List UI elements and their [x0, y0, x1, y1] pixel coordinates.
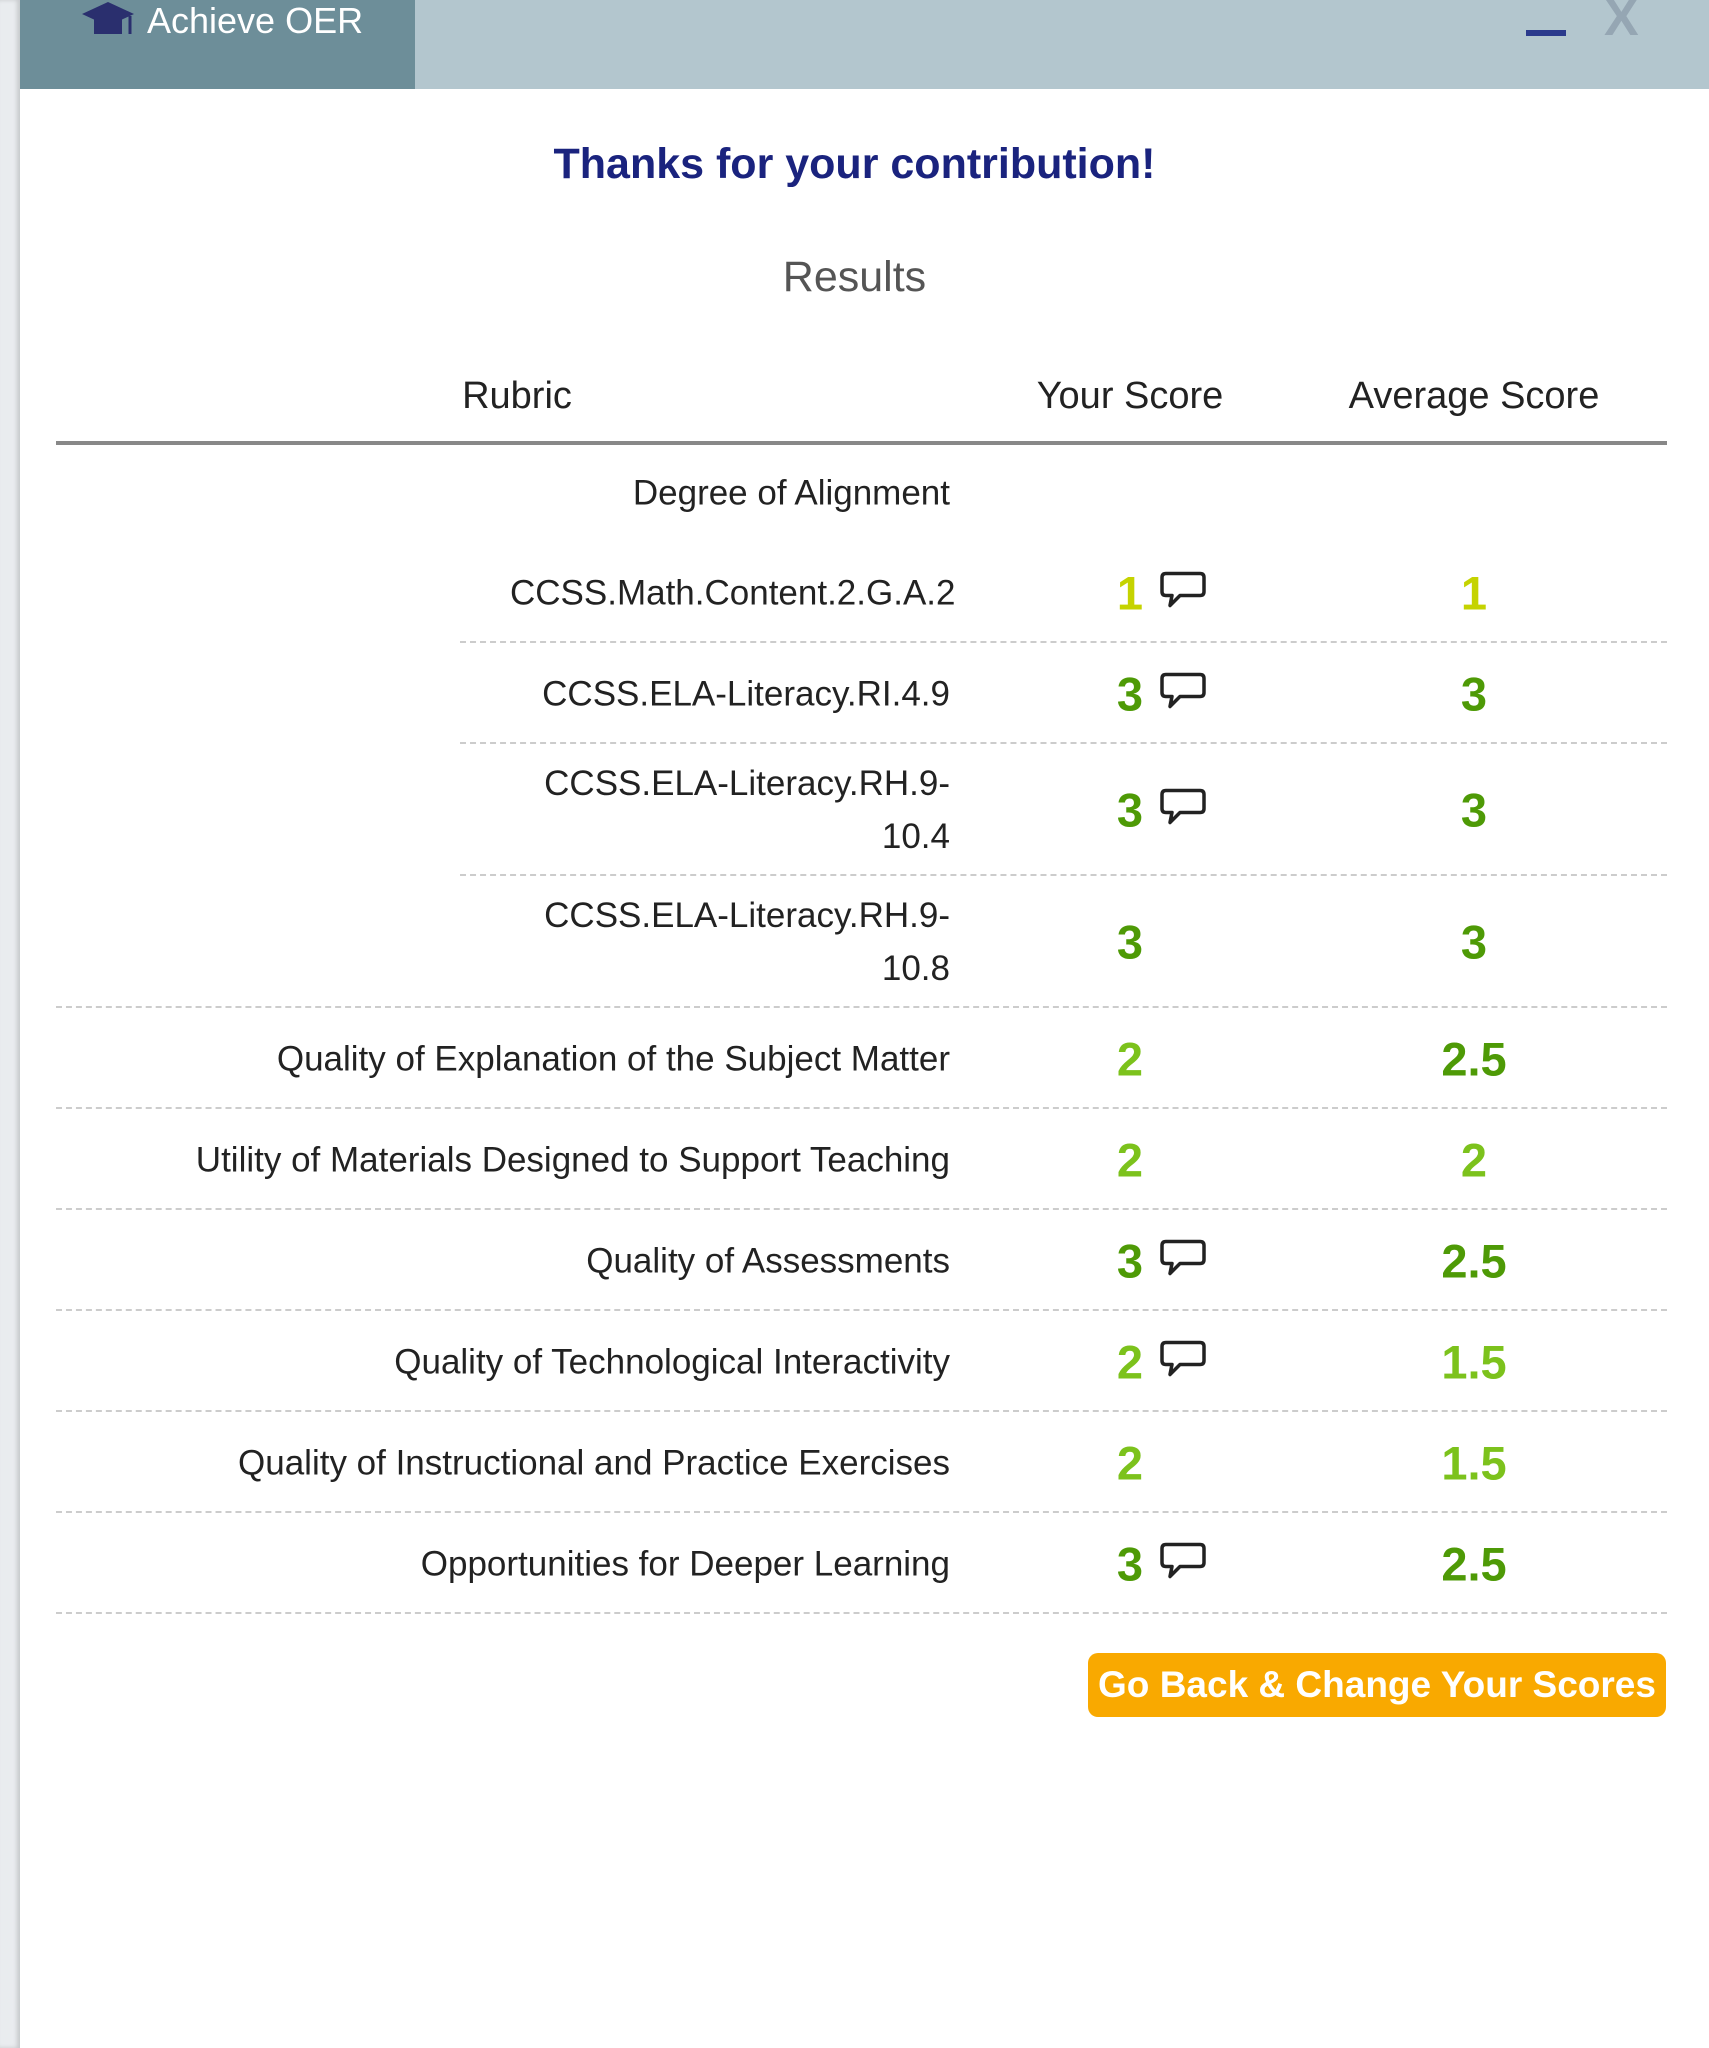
header-rule: [56, 441, 1667, 445]
your-score: 3: [1116, 1537, 1144, 1590]
comment-icon[interactable]: [1160, 1237, 1206, 1284]
minimize-button[interactable]: [1526, 30, 1566, 36]
row-divider: [460, 641, 1667, 643]
app-tab[interactable]: Achieve OER: [20, 0, 415, 89]
row-divider: [56, 1309, 1667, 1311]
row-divider: [56, 1107, 1667, 1109]
table-row: Degree of Alignment: [0, 443, 1709, 543]
rubric-label: Quality of Technological Interactivity: [394, 1342, 950, 1381]
average-score: 2.5: [1441, 1537, 1507, 1590]
table-row: Opportunities for Deeper Learning 3 2.5: [0, 1513, 1709, 1614]
row-divider: [56, 1006, 1667, 1008]
table-row: Quality of Assessments 3 2.5: [0, 1210, 1709, 1311]
average-score: 2.5: [1441, 1032, 1507, 1085]
average-score: 1: [1460, 566, 1488, 620]
rubric-label: CCSS.ELA-Literacy.RI.4.9: [542, 674, 950, 713]
rubric-label: Quality of Instructional and Practice Ex…: [238, 1443, 950, 1482]
table-row: CCSS.Math.Content.2.G.A.2 1 1: [0, 543, 1709, 643]
close-button[interactable]: X: [1604, 0, 1639, 47]
column-header: Average Score: [1348, 375, 1600, 417]
your-score: 3: [1116, 1234, 1144, 1287]
subtitle: Results: [782, 253, 927, 301]
table-row: CCSS.ELA-Literacy.RI.4.9 3 3: [0, 643, 1709, 744]
rubric-label: Quality of Assessments: [586, 1241, 950, 1280]
your-score: 3: [1116, 783, 1144, 837]
comment-icon[interactable]: [1160, 1540, 1206, 1587]
rubric-label: Quality of Explanation of the Subject Ma…: [276, 1039, 950, 1078]
rubric-label: Opportunities for Deeper Learning: [420, 1544, 950, 1583]
row-divider: [56, 1208, 1667, 1210]
table-row: Utility of Materials Designed to Support…: [0, 1109, 1709, 1210]
app-title: Achieve OER: [147, 0, 364, 41]
comment-icon[interactable]: [1160, 570, 1206, 617]
row-divider: [56, 1612, 1667, 1614]
header-bar: Achieve OER X: [20, 0, 1709, 89]
average-score: 3: [1460, 667, 1488, 720]
row-divider: [460, 874, 1667, 876]
title: Thanks for your contribution!: [553, 140, 1156, 188]
your-score: 3: [1116, 667, 1144, 720]
average-score: 2: [1460, 1133, 1488, 1186]
average-score: 3: [1460, 783, 1488, 837]
average-score: 1.5: [1441, 1436, 1507, 1489]
comment-icon[interactable]: [1160, 1338, 1206, 1385]
table-row: Quality of Technological Interactivity 2 1…: [0, 1311, 1709, 1412]
column-header: Your Score: [1036, 375, 1224, 417]
row-divider: [56, 1410, 1667, 1412]
your-score: 3: [1116, 915, 1144, 969]
rubric-label: CCSS.Math.Content.2.G.A.2: [510, 573, 956, 613]
rubric-label: Utility of Materials Designed to Support…: [195, 1140, 950, 1179]
change-scores-button[interactable]: Go Back & Change Your Scores: [1088, 1653, 1666, 1717]
table-row: CCSS.ELA-Literacy.RH.9-10.8 3 3: [0, 876, 1709, 1008]
comment-icon[interactable]: [1160, 670, 1206, 717]
table-row: Quality of Instructional and Practice Ex…: [0, 1412, 1709, 1513]
comment-icon[interactable]: [1160, 787, 1206, 834]
your-score: 2: [1116, 1032, 1144, 1085]
average-score: 2.5: [1441, 1234, 1507, 1287]
app-icon: [82, 2, 134, 34]
background-page: [0, 0, 20, 2048]
your-score: 2: [1116, 1133, 1144, 1186]
table-row: CCSS.ELA-Literacy.RH.9-10.4 3 3: [0, 744, 1709, 876]
your-score: 1: [1116, 566, 1144, 620]
average-score: 1.5: [1441, 1335, 1507, 1388]
column-header: Rubric: [462, 375, 572, 417]
row-divider: [460, 742, 1667, 744]
rubric-label: CCSS.ELA-Literacy.RH.9-10.4: [544, 764, 950, 856]
table-row: Quality of Explanation of the Subject Ma…: [0, 1008, 1709, 1109]
your-score: 2: [1116, 1436, 1144, 1489]
your-score: 2: [1116, 1335, 1144, 1388]
row-divider: [56, 1511, 1667, 1513]
rubric-label: CCSS.ELA-Literacy.RH.9-10.8: [544, 896, 950, 988]
average-score: 3: [1460, 915, 1488, 969]
group-label: Degree of Alignment: [632, 473, 950, 513]
